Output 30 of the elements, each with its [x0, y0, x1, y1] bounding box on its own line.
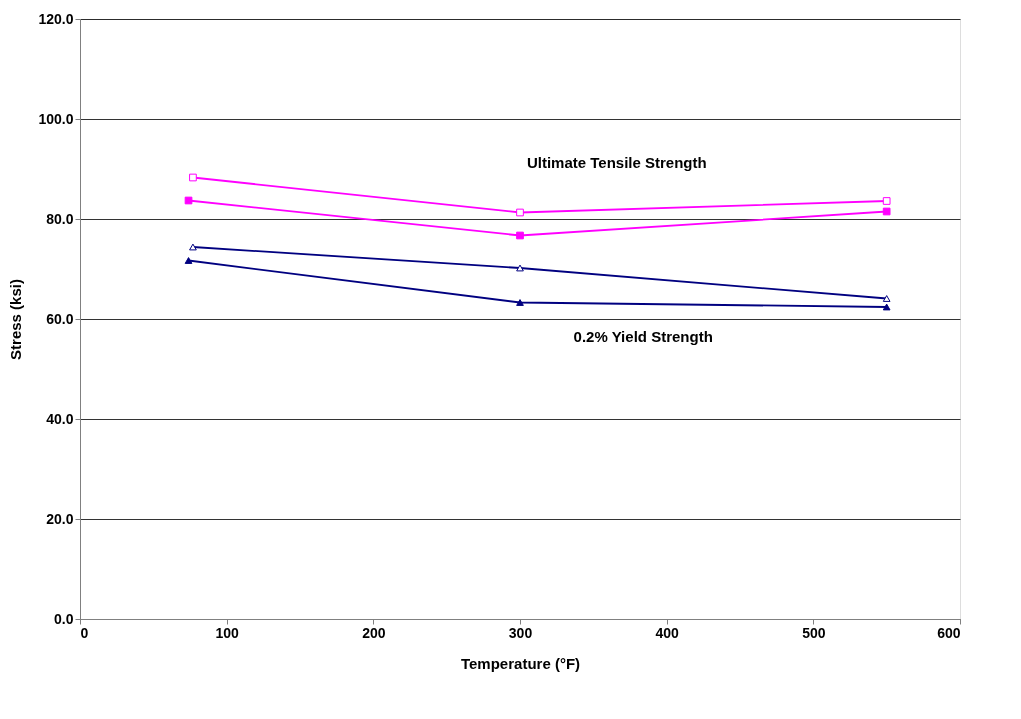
y-tick-label: 80.0	[46, 210, 74, 227]
point	[184, 196, 193, 205]
x-tick-label: 400	[655, 624, 680, 641]
point	[189, 173, 197, 182]
y-axis-title: Stress (ksi)	[7, 279, 25, 360]
annotation: Ultimate Tensile Strength	[526, 154, 707, 171]
y-tick-label: 40.0	[46, 410, 74, 427]
x-tick-label: 600	[937, 624, 961, 641]
x-tick-label: 300	[508, 624, 533, 641]
x-tick-label: 0	[80, 624, 89, 641]
y-tick-label: 120.0	[38, 10, 74, 27]
point	[516, 299, 524, 306]
x-tick-label: 500	[802, 624, 826, 641]
y-tick-label: 60.0	[46, 310, 74, 327]
y-tick-label: 100.0	[38, 110, 74, 127]
x-tick-label: 200	[362, 624, 386, 641]
annotation: 0.2% Yield Strength	[573, 328, 713, 345]
x-axis-title: Temperature (°F)	[460, 654, 581, 672]
x-tick-label: 100	[215, 624, 240, 641]
y-tick-label: 0.0	[54, 610, 74, 627]
point	[882, 207, 891, 216]
point	[882, 295, 891, 302]
y-tick-label: 20.0	[46, 510, 74, 527]
point	[184, 257, 193, 264]
point	[189, 243, 197, 251]
point	[882, 303, 891, 311]
point	[516, 231, 524, 240]
point	[882, 197, 891, 205]
point	[516, 208, 524, 217]
point	[516, 264, 524, 272]
